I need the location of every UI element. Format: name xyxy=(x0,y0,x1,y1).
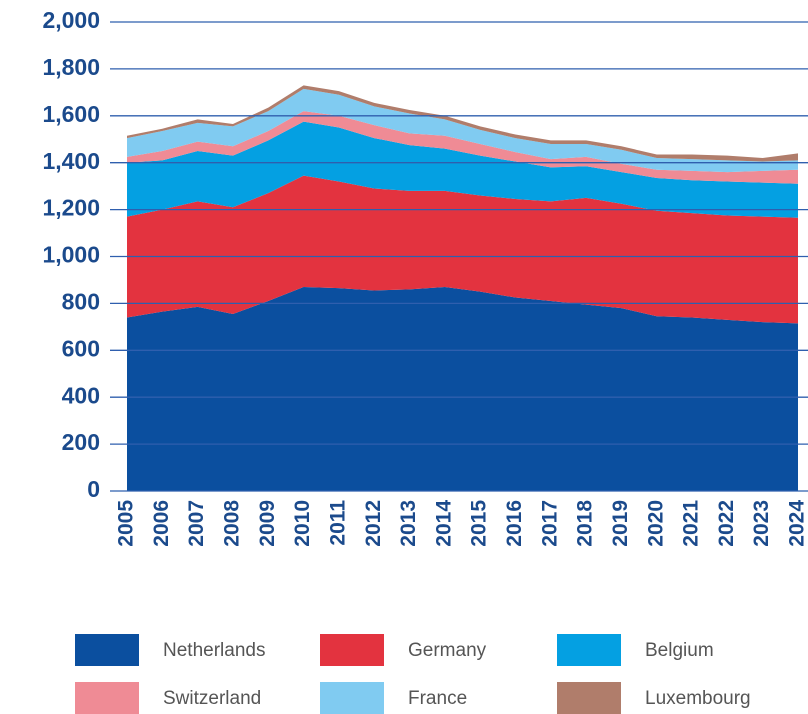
x-tick-label: 2017 xyxy=(538,500,561,547)
legend-label: Luxembourg xyxy=(645,688,751,709)
x-tick-label: 2016 xyxy=(503,500,526,547)
x-tick-label: 2011 xyxy=(326,500,349,546)
area xyxy=(127,175,798,324)
x-tick-label: 2010 xyxy=(291,500,314,547)
legend-label: Germany xyxy=(408,640,487,661)
x-tick-label: 2019 xyxy=(609,500,632,547)
legend-label: Netherlands xyxy=(163,640,265,661)
x-tick-label: 2014 xyxy=(432,500,455,547)
legend-swatch xyxy=(557,634,621,666)
y-tick-label: 200 xyxy=(62,429,100,455)
legend-label: Belgium xyxy=(645,640,714,661)
legend-swatch xyxy=(75,634,139,666)
y-tick-label: 1,200 xyxy=(42,195,100,221)
legend-swatch xyxy=(75,682,139,714)
x-tick-label: 2005 xyxy=(115,500,138,547)
legend-label: France xyxy=(408,688,467,709)
y-tick-label: 1,800 xyxy=(42,54,100,80)
x-tick-label: 2021 xyxy=(680,500,703,547)
x-tick-label: 2008 xyxy=(220,500,243,547)
legend-swatch xyxy=(557,682,621,714)
x-tick-label: 2006 xyxy=(150,500,173,547)
y-tick-label: 400 xyxy=(62,382,100,408)
x-tick-label: 2007 xyxy=(185,500,208,547)
x-tick-label: 2009 xyxy=(256,500,279,547)
x-tick-label: 2012 xyxy=(362,500,385,547)
y-tick-label: 1,600 xyxy=(42,101,100,127)
x-tick-label: 2015 xyxy=(468,500,491,547)
y-tick-label: 800 xyxy=(62,288,100,314)
legend-label: Switzerland xyxy=(163,688,261,709)
x-tick-label: 2024 xyxy=(786,500,808,547)
x-tick-label: 2020 xyxy=(644,500,667,547)
y-tick-label: 0 xyxy=(87,476,100,502)
x-tick-label: 2022 xyxy=(715,500,738,547)
y-tick-label: 1,400 xyxy=(42,148,100,174)
y-tick-label: 2,000 xyxy=(42,7,100,33)
area xyxy=(127,85,798,162)
area xyxy=(127,111,798,184)
y-tick-label: 1,000 xyxy=(42,242,100,268)
area xyxy=(127,121,798,218)
x-tick-label: 2013 xyxy=(397,500,420,547)
legend-swatch xyxy=(320,634,384,666)
x-tick-label: 2018 xyxy=(574,500,597,547)
area xyxy=(127,88,798,173)
x-tick-label: 2023 xyxy=(750,500,773,547)
y-tick-label: 600 xyxy=(62,335,100,361)
area xyxy=(127,286,798,491)
legend-swatch xyxy=(320,682,384,714)
